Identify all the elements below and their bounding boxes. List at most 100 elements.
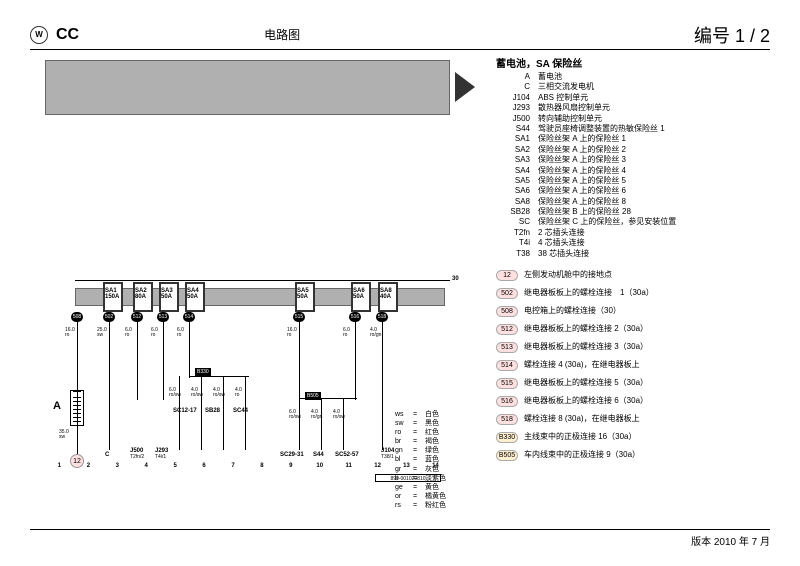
legend-row: SC保险丝架 C 上的保险丝，参见安装位置	[496, 217, 676, 227]
connection-row: 513继电器板板上的螺栓连接 3（30a）	[496, 340, 654, 353]
wire-label: 4.0ro/gn	[370, 328, 381, 338]
wire-label: 4.0ro	[235, 388, 242, 398]
color-row: ro=红色	[395, 428, 446, 437]
connection-row: 516继电器板板上的螺栓连接 6（30a）	[496, 394, 654, 407]
legend-title: 蓄电池，SA 保险丝	[496, 55, 582, 70]
legend-row: A蓄电池	[496, 72, 676, 82]
component-label: J293T4i/1	[155, 448, 168, 460]
wire	[77, 322, 78, 450]
connection-row: 12左侧发动机舱中的接地点	[496, 268, 654, 281]
legend-row: SA2保险丝架 A 上的保险丝 2	[496, 145, 676, 155]
wire-30	[75, 280, 450, 281]
terminal-node: 514	[183, 312, 195, 322]
wire	[343, 398, 344, 450]
wire	[189, 322, 190, 378]
connection-row: 502继电器板板上的螺栓连接 1（30a）	[496, 286, 654, 299]
page-number: 编号 1 / 2	[694, 22, 770, 48]
scale-num: 10	[305, 463, 334, 469]
color-row: gr=灰色	[395, 465, 446, 474]
legend-row: SA5保险丝架 A 上的保险丝 5	[496, 176, 676, 186]
component-label: SC52-57	[335, 452, 359, 458]
terminal-node: 512	[131, 312, 143, 322]
scale-num: 4	[132, 463, 161, 469]
scale-num: 1	[45, 463, 74, 469]
wire-label: 6.0ro/sw	[289, 410, 301, 420]
wire-label: 25.0sw	[97, 328, 107, 338]
component-label: SC12-17	[173, 408, 197, 414]
color-row: rs=粉红色	[395, 501, 446, 510]
color-row: gn=绿色	[395, 446, 446, 455]
terminal-node: 502	[103, 312, 115, 322]
junction-b330: B330	[195, 368, 211, 376]
wire-label: 6.0ro	[343, 328, 350, 338]
legend-row: SB28保险丝架 B 上的保险丝 28	[496, 207, 676, 217]
wire-label: 16.0ro	[65, 328, 75, 338]
component-label: SB28	[205, 408, 220, 414]
connection-row: 515继电器板板上的螺栓连接 5（30a）	[496, 376, 654, 389]
component-label: J500T2fn/2	[130, 448, 144, 460]
color-row: br=褐色	[395, 437, 446, 446]
scale-num: 9	[276, 463, 305, 469]
component-label: SC44	[233, 408, 248, 414]
scale-num: 11	[334, 463, 363, 469]
wire	[299, 398, 357, 399]
legend-row: SA1保险丝架 A 上的保险丝 1	[496, 134, 676, 144]
legend-row: J293散热器风扇控制单元	[496, 103, 676, 113]
fuse-label: SA1150A	[105, 288, 119, 300]
wire	[189, 376, 249, 377]
wire-label: 4.0ro/gn	[311, 410, 322, 420]
fuse-label: SA840A	[380, 288, 392, 300]
top-block	[45, 60, 450, 115]
fuse-label: SA450A	[187, 288, 199, 300]
color-row: ge=黄色	[395, 483, 446, 492]
legend-row: T4i4 芯插头连接	[496, 238, 676, 248]
arrow-icon	[455, 72, 475, 102]
legend-row: S44驾驶员座椅调整装置的热敏保险丝 1	[496, 124, 676, 134]
color-row: li=淡紫色	[395, 474, 446, 483]
component-label: J104T38/1	[381, 448, 394, 460]
header: W CC 电路图 编号 1 / 2	[30, 20, 770, 50]
number-scale: 1234567891011121314	[45, 463, 450, 469]
component-label: SC29-31	[280, 452, 304, 458]
legend-row: SA4保险丝架 A 上的保险丝 4	[496, 166, 676, 176]
color-legend: ws=白色sw=黑色ro=红色br=褐色gn=绿色bl=蓝色gr=灰色li=淡紫…	[395, 410, 446, 510]
terminal-node: 518	[376, 312, 388, 322]
circuit-diagram: 30 A 35.0sw 12 1234567891011121314 890-0…	[45, 280, 450, 480]
terminal-node: 515	[293, 312, 305, 322]
color-row: or=橘黄色	[395, 492, 446, 501]
legend-row: J500转向辅助控制单元	[496, 114, 676, 124]
color-row: bl=蓝色	[395, 455, 446, 464]
terminal-node: 508	[71, 312, 83, 322]
scale-num: 12	[363, 463, 392, 469]
wire	[137, 322, 138, 400]
connections-list: 12左侧发动机舱中的接地点502继电器板板上的螺栓连接 1（30a）508电控箱…	[496, 268, 654, 466]
wire	[355, 322, 356, 400]
scale-num: 2	[74, 463, 103, 469]
wire-gauge: 35.0sw	[59, 430, 69, 440]
scale-num: 3	[103, 463, 132, 469]
fuse-label: SA350A	[161, 288, 173, 300]
connection-row: B330主线束中的正极连接 16（30a）	[496, 430, 654, 443]
wire	[109, 322, 110, 450]
connection-row: 512继电器板板上的螺栓连接 2（30a）	[496, 322, 654, 335]
wire-label: 16.0ro	[287, 328, 297, 338]
battery-label: A	[53, 400, 61, 412]
legend-row: T2fn2 芯插头连接	[496, 228, 676, 238]
wire-label: 4.0ro/sw	[191, 388, 203, 398]
wire	[382, 322, 383, 450]
legend-row: C三相交流发电机	[496, 82, 676, 92]
scale-num: 5	[161, 463, 190, 469]
wire-label: 6.0ro	[125, 328, 132, 338]
terminal-node: 516	[349, 312, 361, 322]
wire-label: 6.0ro	[177, 328, 184, 338]
doc-type: 电路图	[264, 26, 300, 43]
terminal-30: 30	[452, 276, 459, 282]
connection-row: 514螺栓连接 4 (30a)，在继电器板上	[496, 358, 654, 371]
component-label: S44	[313, 452, 324, 458]
legend-row: J104ABS 控制单元	[496, 93, 676, 103]
component-label: C	[105, 452, 109, 458]
legend-row: SA8保险丝架 A 上的保险丝 8	[496, 197, 676, 207]
wire-label: 6.0ro	[151, 328, 158, 338]
legend-table: A蓄电池C三相交流发电机J104ABS 控制单元J293散热器风扇控制单元J50…	[496, 72, 676, 259]
wire-label: 4.0ro/sw	[333, 410, 345, 420]
